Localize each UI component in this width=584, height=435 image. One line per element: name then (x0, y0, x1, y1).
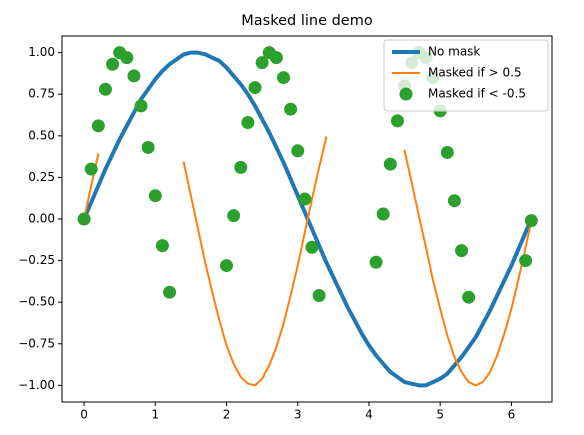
series-marker (305, 240, 319, 254)
series-marker (284, 102, 298, 116)
legend-swatch (399, 87, 413, 101)
y-tick-label: 0.50 (28, 128, 55, 142)
x-tick-label: 4 (365, 408, 373, 422)
series-marker (141, 140, 155, 154)
series-marker (376, 207, 390, 221)
y-tick-label: −0.75 (18, 336, 55, 350)
series-marker (77, 212, 91, 226)
x-tick-label: 6 (508, 408, 516, 422)
series-marker (291, 144, 305, 158)
series-marker (220, 259, 234, 273)
series-marker (241, 116, 255, 130)
y-tick-label: 0.25 (28, 170, 55, 184)
legend-label: Masked if < -0.5 (428, 87, 526, 101)
y-tick-label: 1.00 (28, 45, 55, 59)
series-marker (440, 145, 454, 159)
series-marker (91, 119, 105, 133)
series-marker (383, 157, 397, 171)
series-marker (390, 114, 404, 128)
legend: No mask Masked if > 0.5 Masked if < -0.5 (383, 39, 549, 112)
x-tick-label: 3 (294, 408, 302, 422)
series-marker (120, 51, 134, 65)
y-tick-label: −0.50 (18, 295, 55, 309)
legend-label: No mask (428, 45, 480, 59)
series-marker (276, 71, 290, 85)
series-marker (106, 57, 120, 71)
y-tick-label: −1.00 (18, 378, 55, 392)
series-marker (298, 192, 312, 206)
series-marker (163, 285, 177, 299)
y-tick-label: 0.75 (28, 87, 55, 101)
series-marker (524, 214, 538, 228)
series-marker (369, 255, 383, 269)
y-tick-label: 0.00 (28, 212, 55, 226)
x-tick-label: 1 (151, 408, 159, 422)
x-tick-label: 0 (80, 408, 88, 422)
chart-title: Masked line demo (241, 13, 373, 29)
series-marker (227, 209, 241, 223)
y-tick-label: −0.25 (18, 253, 55, 267)
series-marker (134, 99, 148, 113)
series-marker (148, 189, 162, 203)
legend-box (383, 39, 549, 112)
x-tick-label: 5 (436, 408, 444, 422)
series-marker (447, 194, 461, 208)
x-tick-label: 2 (223, 408, 231, 422)
series-line (81, 50, 534, 388)
series-marker (98, 82, 112, 96)
series-marker (455, 244, 469, 258)
series-marker (312, 289, 326, 303)
series-marker (234, 160, 248, 174)
series-marker (255, 56, 269, 70)
series-marker (269, 51, 283, 65)
series-marker (248, 81, 262, 95)
legend-label: Masked if > 0.5 (428, 66, 522, 80)
series-marker (127, 69, 141, 83)
series-marker (84, 162, 98, 176)
series-marker (462, 290, 476, 304)
series-marker (519, 254, 533, 268)
series-marker (155, 239, 169, 253)
